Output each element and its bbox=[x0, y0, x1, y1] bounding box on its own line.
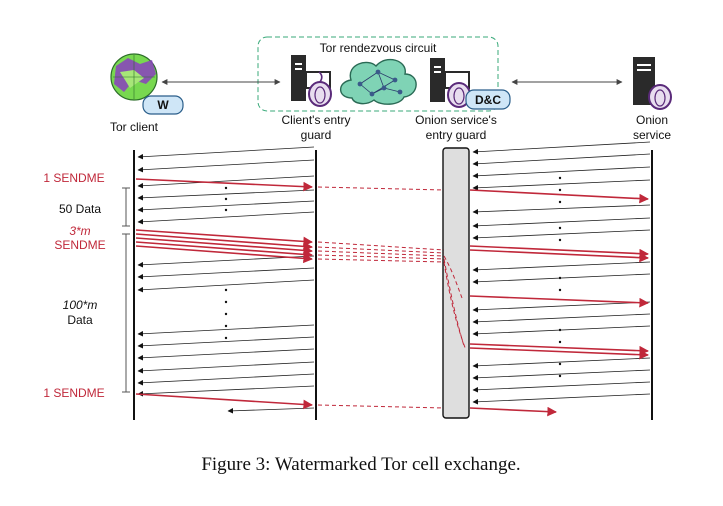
os-guard-label-1: Onion service's bbox=[415, 113, 497, 127]
circuit-title: Tor rendezvous circuit bbox=[320, 41, 437, 55]
sendme-cells bbox=[135, 178, 649, 417]
onion-service-label-1: Onion bbox=[636, 113, 668, 127]
continuation-dots bbox=[224, 176, 562, 378]
bracket-50-data bbox=[122, 187, 130, 227]
tor-client-icon bbox=[110, 53, 158, 101]
sendme-3m-label-1: 3*m bbox=[69, 224, 90, 238]
sendme-3m-label-2: SENDME bbox=[54, 238, 105, 252]
figure-caption: Figure 3: Watermarked Tor cell exchange. bbox=[201, 454, 520, 475]
client-guard-onion-icon bbox=[308, 71, 332, 107]
data-100m-label-1: 100*m bbox=[63, 298, 98, 312]
tor-network-cloud-icon bbox=[339, 58, 417, 105]
tor-client-label: Tor client bbox=[110, 120, 159, 134]
data-50-label: 50 Data bbox=[59, 202, 101, 216]
os-guard-server-icon bbox=[430, 58, 470, 102]
data-100m-label-2: Data bbox=[67, 313, 93, 327]
sendme-last-label: 1 SENDME bbox=[43, 386, 104, 400]
client-guard-label-2: guard bbox=[301, 128, 332, 142]
rendezvous-circuit-box bbox=[257, 36, 499, 112]
watermarker-label: W bbox=[157, 98, 169, 112]
onion-service-label-2: service bbox=[633, 128, 671, 142]
client-guard-label-1: Client's entry bbox=[282, 113, 351, 127]
watermarker-badge: W bbox=[142, 95, 184, 115]
detector-label: D&C bbox=[475, 93, 501, 107]
data-cells bbox=[137, 141, 651, 414]
os-guard-label-2: entry guard bbox=[426, 128, 487, 142]
sendme-first-label: 1 SENDME bbox=[43, 171, 104, 185]
onion-service-onion-icon bbox=[648, 84, 672, 110]
bracket-100m-data bbox=[122, 233, 130, 393]
detector-badge: D&C bbox=[465, 89, 511, 110]
